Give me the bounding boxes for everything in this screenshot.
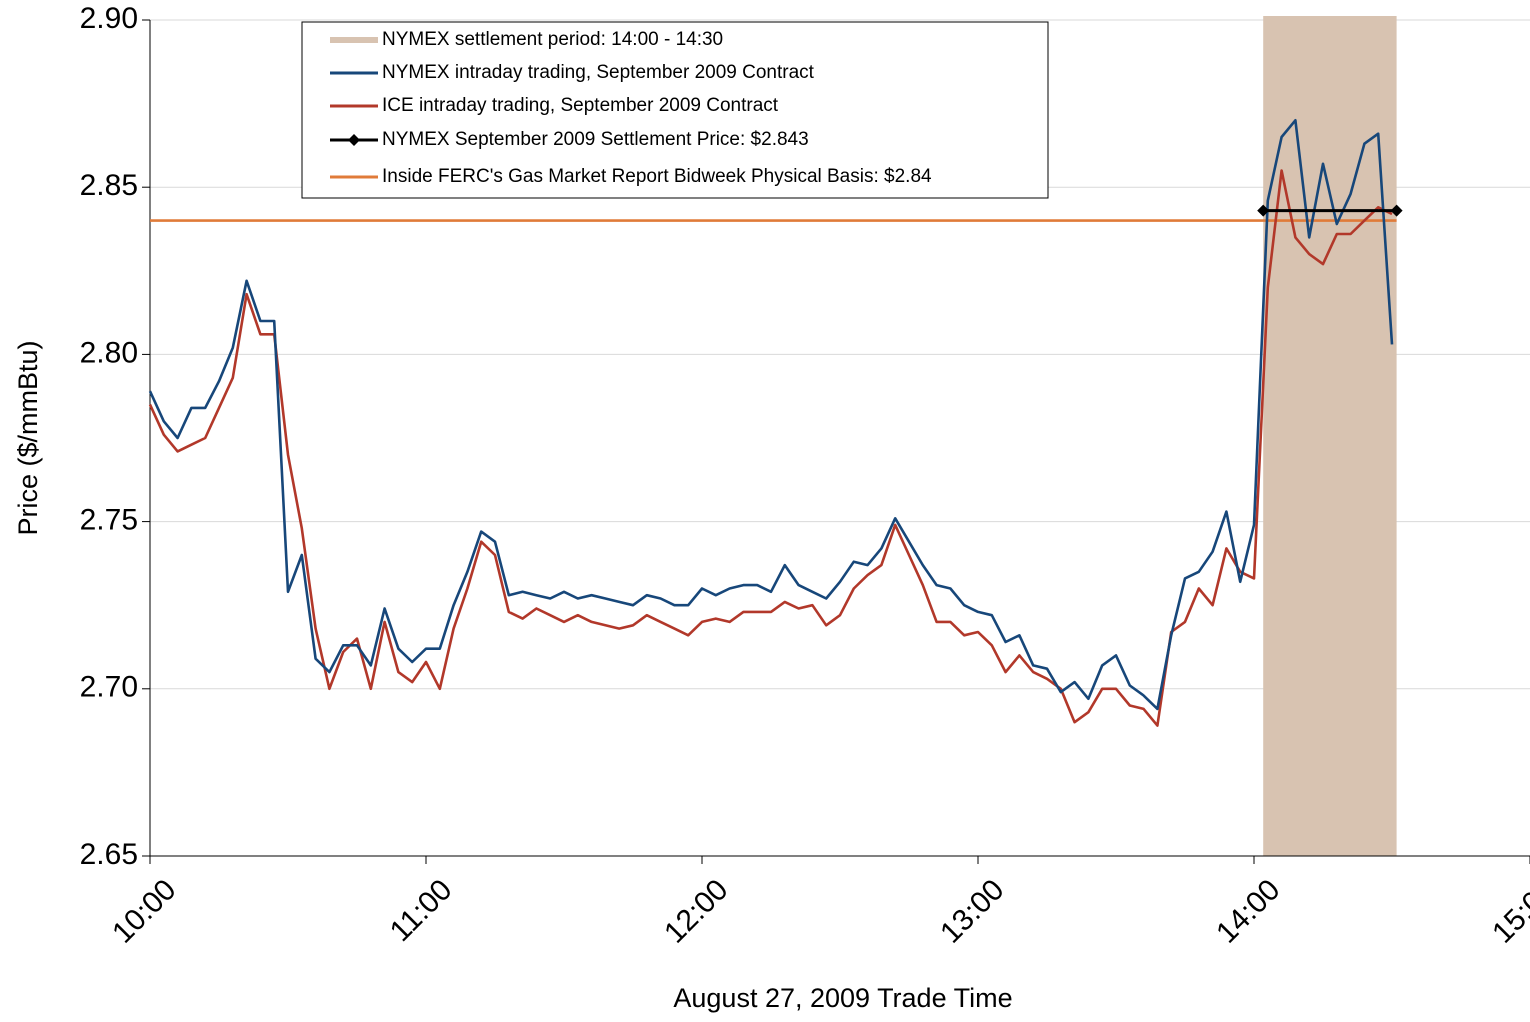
series-line [148, 169, 1393, 727]
y-tick-label: 2.80 [80, 336, 138, 369]
x-tick-label: 15:00 [1486, 873, 1530, 949]
x-tick-label: 13:00 [934, 873, 1010, 949]
legend-marker [348, 134, 360, 146]
y-tick-label: 2.70 [80, 671, 138, 704]
y-tick-label: 2.85 [80, 169, 138, 202]
legend-label: NYMEX September 2009 Settlement Price: $… [382, 129, 809, 150]
series-marker [1390, 204, 1403, 217]
x-tick-label: 11:00 [384, 873, 459, 948]
x-tick-label: 14:00 [1210, 873, 1286, 949]
y-tick-label: 2.65 [80, 838, 138, 871]
x-axis-title: August 27, 2009 Trade Time [673, 983, 1012, 1013]
legend-label: NYMEX settlement period: 14:00 - 14:30 [382, 29, 723, 50]
legend-label: NYMEX intraday trading, September 2009 C… [382, 62, 815, 83]
series-line [148, 119, 1394, 711]
y-tick-label: 2.90 [80, 2, 138, 35]
x-tick-label: 12:00 [658, 873, 734, 949]
series-marker [1257, 204, 1270, 217]
settlement-band [1263, 16, 1397, 856]
x-tick-label: 10:00 [106, 873, 182, 949]
y-axis-title: Price ($/mmBtu) [13, 340, 43, 535]
legend-label: Inside FERC's Gas Market Report Bidweek … [382, 166, 932, 187]
y-tick-label: 2.75 [80, 504, 138, 537]
legend-box [301, 21, 1049, 199]
legend-label: ICE intraday trading, September 2009 Con… [382, 95, 779, 116]
